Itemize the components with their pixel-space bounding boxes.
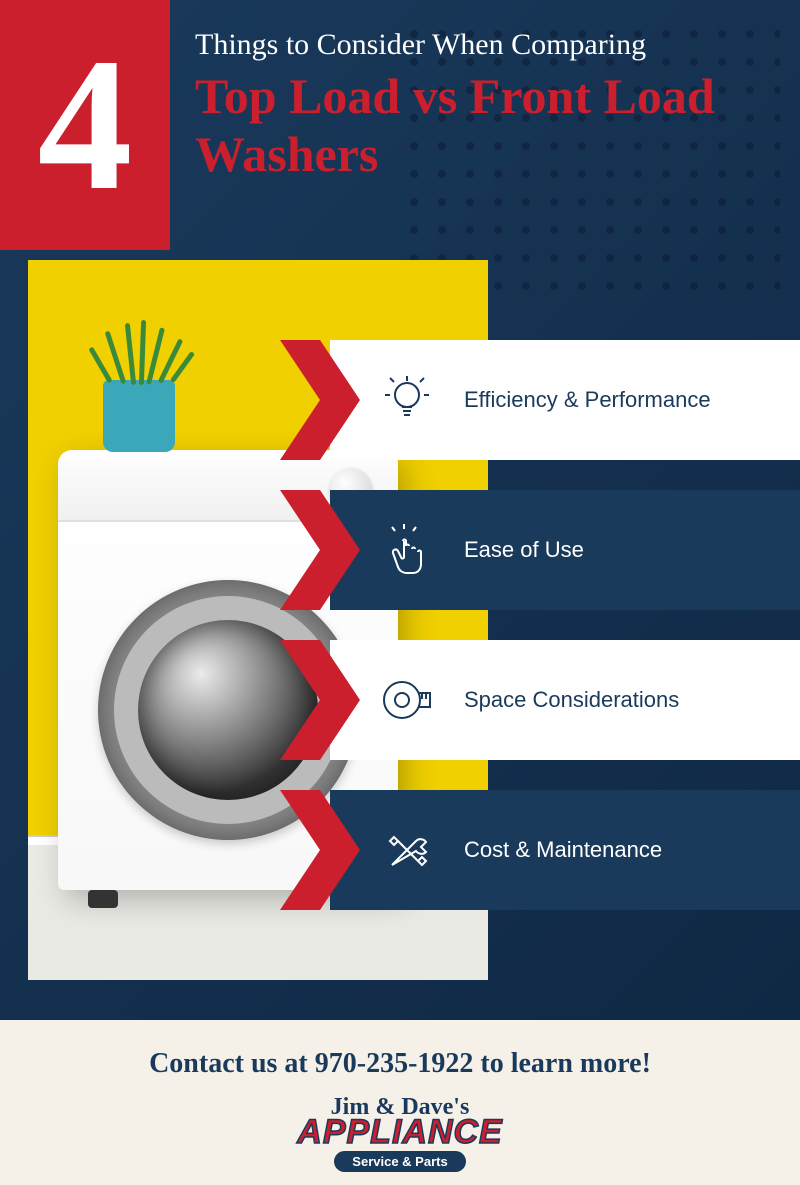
list-item: Ease of Use <box>290 490 800 610</box>
chevron-icon <box>280 490 360 610</box>
tape-measure-icon <box>380 673 434 727</box>
logo-sub: Service & Parts <box>334 1151 465 1172</box>
chevron-icon <box>280 640 360 760</box>
leaf <box>88 346 112 383</box>
big-number: 4 <box>38 30 133 220</box>
foot-left <box>88 890 118 908</box>
chevron-icon <box>280 790 360 910</box>
plant-pot <box>103 380 175 452</box>
hand-tap-icon <box>380 523 434 577</box>
leaf <box>139 320 146 385</box>
subtitle: Things to Consider When Comparing <box>195 28 775 62</box>
leaf <box>158 338 184 383</box>
title-area: Things to Consider When Comparing Top Lo… <box>195 28 775 183</box>
main-title: Top Load vs Front Load Washers <box>195 68 775 183</box>
item-bar: Ease of Use <box>330 490 800 610</box>
item-label: Cost & Maintenance <box>464 836 662 865</box>
item-label: Ease of Use <box>464 536 584 565</box>
chevron-icon <box>280 340 360 460</box>
cta-text: Contact us at 970-235-1922 to learn more… <box>0 1048 800 1080</box>
leaf <box>125 323 136 385</box>
list-item: Cost & Maintenance <box>290 790 800 910</box>
considerations-list: Efficiency & Performance Ease of Use Spa <box>290 340 800 940</box>
footer: Contact us at 970-235-1922 to learn more… <box>0 1020 800 1185</box>
logo-main: APPLIANCE <box>297 1115 502 1149</box>
infographic-page: 4 Things to Consider When Comparing Top … <box>0 0 800 1185</box>
list-item: Space Considerations <box>290 640 800 760</box>
item-label: Space Considerations <box>464 686 679 715</box>
list-item: Efficiency & Performance <box>290 340 800 460</box>
item-bar: Space Considerations <box>330 640 800 760</box>
item-bar: Cost & Maintenance <box>330 790 800 910</box>
tools-icon <box>380 823 434 877</box>
number-badge: 4 <box>0 0 170 250</box>
item-bar: Efficiency & Performance <box>330 340 800 460</box>
plant <box>88 320 193 385</box>
company-logo: Jim & Dave's APPLIANCE Service & Parts <box>297 1094 502 1172</box>
lightbulb-icon <box>380 373 434 427</box>
item-label: Efficiency & Performance <box>464 386 711 415</box>
